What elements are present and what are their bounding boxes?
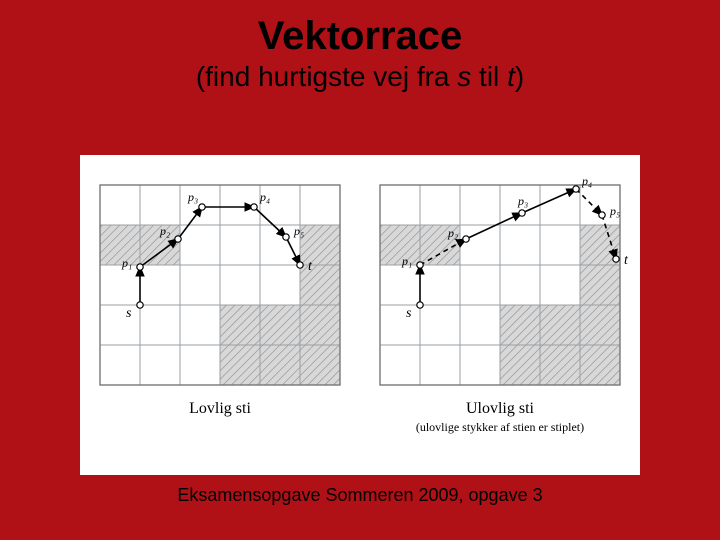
right-panel: s t p₁ p₂ p₃ p₄ p₅ Ulovlig sti (ulovlige stykker… — [380, 174, 629, 434]
subtitle-mid: til — [471, 61, 507, 92]
waypoint — [137, 302, 143, 308]
label-p2: p₂ — [447, 226, 458, 240]
waypoint — [297, 262, 303, 268]
waypoint — [519, 210, 525, 216]
waypoint — [573, 186, 579, 192]
path-segment — [254, 207, 286, 237]
slide: Vektorrace (find hurtigste vej fra s til… — [0, 0, 720, 540]
label-p3: p₃ — [187, 190, 198, 204]
waypoint — [251, 204, 257, 210]
subtitle-s: s — [457, 61, 471, 92]
path-segment — [286, 237, 300, 265]
waypoint — [199, 204, 205, 210]
subtitle-t: t — [507, 61, 515, 92]
page-subtitle: (find hurtigste vej fra s til t) — [0, 61, 720, 93]
figure-svg: s t p₁ p₂ p₃ p₄ p₅ Lovlig sti s t p₁ p₂ p₃ p₄ p₅ Ulovli… — [80, 155, 640, 475]
left-panel: stp₁p₂p₃p₄p₅Lovlig sti — [100, 185, 340, 417]
label-p5: p₅ — [293, 224, 304, 238]
waypoint — [613, 256, 619, 262]
waypoint — [137, 264, 143, 270]
waypoint — [417, 262, 423, 268]
right-subtitle: (ulovlige stykker af stien er stiplet) — [416, 420, 584, 434]
path-segment — [522, 189, 576, 213]
waypoint — [283, 234, 289, 240]
waypoint — [175, 236, 181, 242]
left-title: Lovlig sti — [189, 400, 251, 417]
waypoint — [417, 302, 423, 308]
label-s: s — [406, 306, 412, 321]
subtitle-prefix: (find hurtigste vej fra — [196, 61, 457, 92]
subtitle-suffix: ) — [515, 61, 524, 92]
label-p3: p₃ — [517, 194, 528, 208]
waypoint — [599, 212, 605, 218]
label-p1: p₁ — [401, 254, 412, 268]
label-p1: p₁ — [121, 256, 132, 270]
label-p2: p₂ — [159, 224, 170, 238]
figure-container: s t p₁ p₂ p₃ p₄ p₅ Lovlig sti s t p₁ p₂ p₃ p₄ p₅ Ulovli… — [80, 155, 640, 475]
label-p4: p₄ — [259, 190, 270, 204]
label-t: t — [624, 253, 629, 268]
path-segment — [466, 213, 522, 239]
page-title: Vektorrace — [0, 0, 720, 59]
right-title: Ulovlig sti — [466, 400, 535, 417]
waypoint — [463, 236, 469, 242]
caption: Eksamensopgave Sommeren 2009, opgave 3 — [0, 485, 720, 506]
label-s: s — [126, 306, 132, 321]
path-segment — [178, 207, 202, 239]
label-p5: p₅ — [609, 204, 620, 218]
label-p4: p₄ — [581, 174, 592, 188]
